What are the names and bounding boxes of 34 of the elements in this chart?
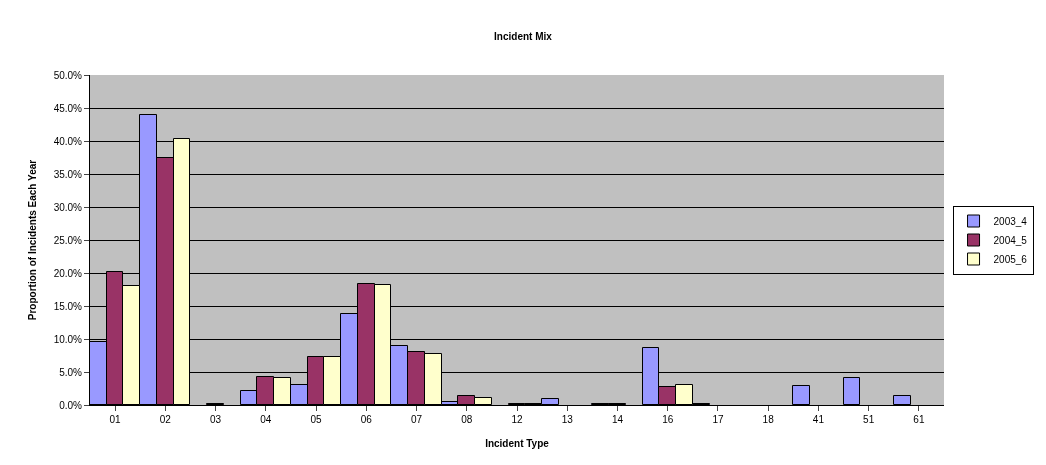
legend-label: 2005_6 — [993, 253, 1028, 265]
x-tick-label: 14 — [611, 414, 624, 425]
x-tick-label: 13 — [561, 414, 574, 425]
x-tick-label: 61 — [913, 414, 925, 425]
x-tick-label: 01 — [109, 414, 122, 425]
y-tick-label: 0.0% — [59, 399, 83, 411]
y-tick-label: 35.0% — [53, 168, 83, 180]
y-tick-label: 30.0% — [53, 201, 83, 213]
x-tick-label: 41 — [812, 414, 825, 425]
y-tick-label: 15.0% — [53, 300, 83, 312]
y-tick-label: 50.0% — [53, 69, 83, 81]
y-tick-label: 10.0% — [53, 333, 83, 345]
x-tick-label: 08 — [461, 414, 473, 425]
y-tick-label: 45.0% — [53, 102, 83, 114]
x-tick-label: 02 — [159, 414, 172, 425]
legend-label: 2004_5 — [993, 234, 1028, 246]
x-tick-label: 12 — [511, 414, 523, 425]
x-tick-label: 05 — [310, 414, 323, 425]
x-tick-label: 18 — [762, 414, 775, 425]
x-tick-label: 07 — [410, 414, 423, 425]
x-tick-label: 04 — [260, 414, 272, 425]
legend-label: 2003_4 — [993, 215, 1028, 227]
y-tick-label: 5.0% — [59, 366, 83, 378]
y-tick-label: 20.0% — [53, 267, 83, 279]
y-tick-label: 40.0% — [53, 135, 83, 147]
y-tick-label: 25.0% — [53, 234, 83, 246]
chart-title: Incident Mix — [494, 30, 553, 42]
x-tick-label: 51 — [863, 414, 875, 425]
x-tick-label: 17 — [712, 414, 724, 425]
x-tick-label: 03 — [210, 414, 222, 425]
x-tick-label: 06 — [360, 414, 373, 425]
x-tick-label: 16 — [662, 414, 674, 425]
x-axis-title: Incident Type — [485, 437, 550, 449]
y-axis-title: Proportion of Incidents Each Year — [26, 159, 38, 321]
